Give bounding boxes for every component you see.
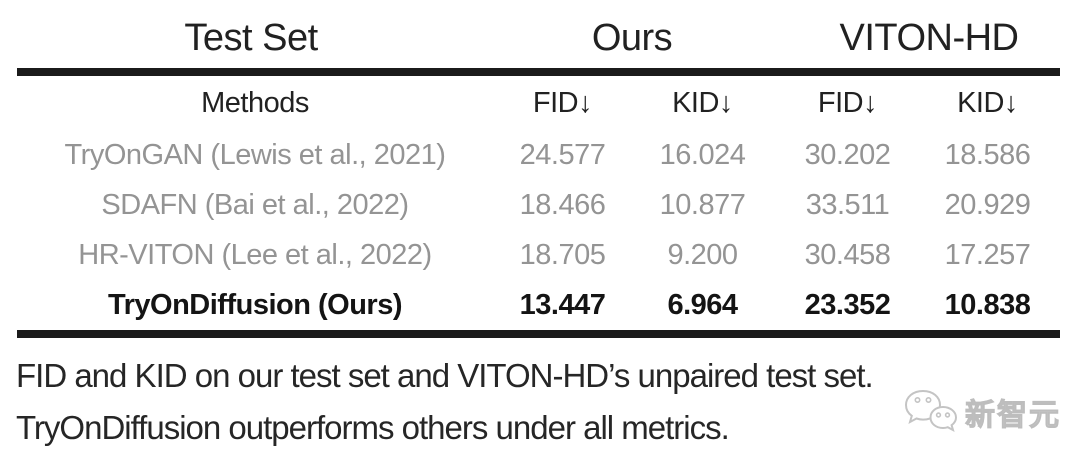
value-cell: 18.466 <box>519 188 606 221</box>
value-cell: 10.877 <box>659 188 746 221</box>
column-header-kid-viton: KID↓ <box>957 86 1018 119</box>
value-cell: 24.577 <box>519 138 606 171</box>
value-cell: 20.929 <box>944 188 1031 221</box>
value-cell: 6.964 <box>667 288 738 321</box>
method-cell: TryOnGAN (Lewis et al., 2021) <box>64 138 446 171</box>
value-cell: 10.838 <box>944 288 1031 321</box>
group-header-viton-hd: VITON-HD <box>839 16 1019 59</box>
value-cell: 18.705 <box>519 238 606 271</box>
group-header-test-set: Test Set <box>184 16 318 59</box>
caption-line-2: TryOnDiffusion outperforms others under … <box>16 409 730 446</box>
group-header-row: Test Set Ours VITON-HD <box>17 8 1065 68</box>
table-row-hr-viton: HR-VITON (Lee et al., 2022) 18.705 9.200… <box>17 230 1065 280</box>
figure-caption: FID and KID on our test set and VITON-HD… <box>16 350 1016 454</box>
table-row-tryongan: TryOnGAN (Lewis et al., 2021) 24.577 16.… <box>17 130 1065 180</box>
value-cell: 16.024 <box>659 138 746 171</box>
chat-bubbles-icon <box>904 389 958 433</box>
watermark: 新智元 <box>903 388 1061 436</box>
column-header-methods: Methods <box>201 86 309 119</box>
top-rule <box>17 68 1060 76</box>
caption-line-1: FID and KID on our test set and VITON-HD… <box>16 357 874 394</box>
value-cell: 33.511 <box>805 188 890 221</box>
value-cell: 9.200 <box>667 238 738 271</box>
column-header-fid-viton: FID↓ <box>817 86 878 119</box>
value-cell: 23.352 <box>804 288 891 321</box>
method-cell: HR-VITON (Lee et al., 2022) <box>78 238 432 271</box>
watermark-text: 新智元 <box>965 399 1061 433</box>
method-cell: TryOnDiffusion (Ours) <box>108 288 403 321</box>
column-header-kid-ours: KID↓ <box>672 86 733 119</box>
bottom-rule <box>17 330 1060 338</box>
results-table: Test Set Ours VITON-HD Methods FID↓ KID↓… <box>17 8 1065 338</box>
table-row-tryondiffusion: TryOnDiffusion (Ours) 13.447 6.964 23.35… <box>17 280 1065 330</box>
value-cell: 18.586 <box>944 138 1031 171</box>
group-header-ours: Ours <box>591 16 673 59</box>
value-cell: 30.458 <box>804 238 891 271</box>
value-cell: 13.447 <box>519 288 606 321</box>
value-cell: 17.257 <box>944 238 1031 271</box>
column-header-fid-ours: FID↓ <box>532 86 593 119</box>
method-cell: SDAFN (Bai et al., 2022) <box>101 188 409 221</box>
value-cell: 30.202 <box>804 138 891 171</box>
column-header-row: Methods FID↓ KID↓ FID↓ KID↓ <box>17 76 1065 130</box>
table-row-sdafn: SDAFN (Bai et al., 2022) 18.466 10.877 3… <box>17 180 1065 230</box>
